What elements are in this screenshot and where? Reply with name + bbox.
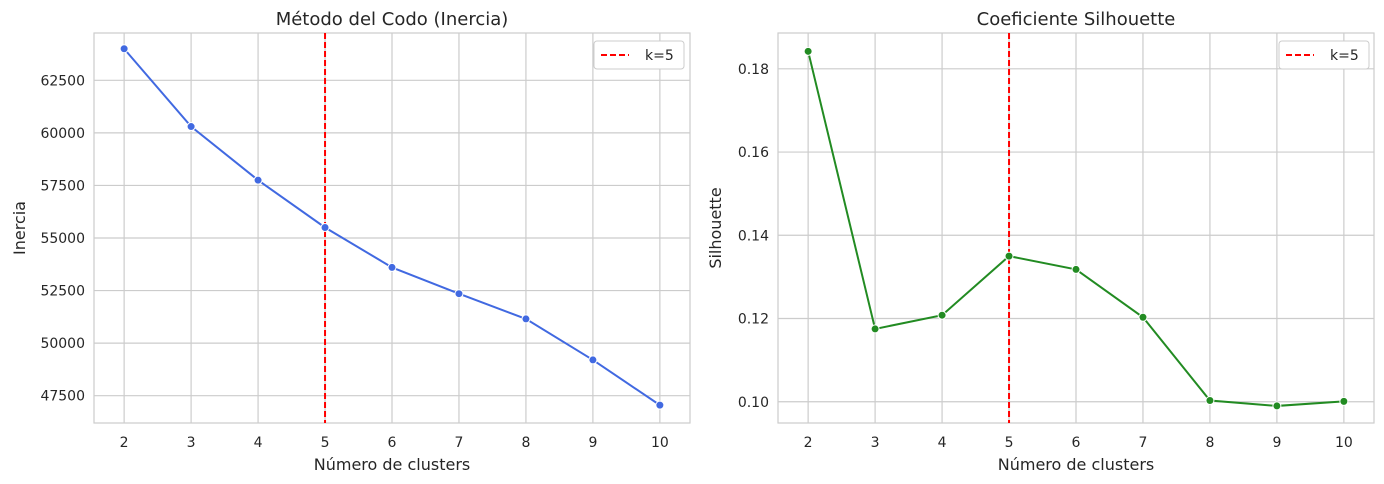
elbow-x-tick-label: 7 (455, 435, 464, 451)
legend-vline-label: k=5 (645, 48, 674, 64)
silhouette-data-point (870, 324, 880, 334)
elbow-y-tick-label: 57500 (40, 178, 85, 194)
elbow-data-point (588, 355, 598, 365)
silhouette-chart-ylabel: Silhouette (706, 187, 725, 268)
elbow-data-point (655, 400, 665, 410)
elbow-chart-ylabel: Inercia (10, 201, 29, 255)
silhouette-y-tick-label: 0.18 (738, 62, 769, 78)
elbow-x-tick-label: 4 (254, 435, 263, 451)
elbow-chart-legend: k=5 (593, 40, 685, 70)
silhouette-y-tick-label: 0.16 (738, 145, 769, 161)
elbow-x-tick-label: 2 (120, 435, 129, 451)
silhouette-data-point (1205, 396, 1215, 406)
silhouette-x-tick-label: 9 (1272, 435, 1281, 451)
elbow-x-tick-label: 6 (388, 435, 397, 451)
silhouette-x-tick-label: 6 (1072, 435, 1081, 451)
silhouette-x-tick-label: 5 (1005, 435, 1014, 451)
elbow-data-point (454, 289, 464, 299)
elbow-y-tick-label: 60000 (40, 126, 85, 142)
silhouette-data-point (1339, 396, 1349, 406)
silhouette-data-point (803, 46, 813, 56)
silhouette-y-tick-label: 0.14 (738, 228, 769, 244)
elbow-chart: Método del Codo (Inercia) Número de clus… (10, 9, 691, 474)
elbow-x-tick-label: 3 (187, 435, 196, 451)
elbow-y-tick-label: 62500 (40, 73, 85, 89)
silhouette-chart: Coeficiente Silhouette Número de cluster… (706, 9, 1375, 474)
elbow-x-tick-label: 10 (651, 435, 669, 451)
elbow-y-tick-label: 52500 (40, 284, 85, 300)
silhouette-chart-xlabel: Número de clusters (998, 455, 1154, 474)
silhouette-x-tick-label: 7 (1139, 435, 1148, 451)
elbow-data-point (186, 122, 196, 132)
elbow-x-tick-label: 5 (321, 435, 330, 451)
silhouette-x-tick-label: 8 (1205, 435, 1214, 451)
silhouette-data-point (1138, 312, 1148, 322)
legend-frame (593, 40, 685, 70)
elbow-x-tick-label: 8 (521, 435, 530, 451)
elbow-y-tick-label: 50000 (40, 336, 85, 352)
silhouette-chart-legend: k=5 (1278, 40, 1370, 70)
silhouette-y-tick-label: 0.12 (738, 312, 769, 328)
elbow-data-point (387, 262, 397, 272)
elbow-data-point (320, 222, 330, 232)
elbow-data-point (119, 44, 129, 54)
silhouette-x-tick-label: 2 (804, 435, 813, 451)
elbow-data-point (253, 175, 263, 185)
elbow-y-tick-label: 55000 (40, 231, 85, 247)
silhouette-data-point (937, 310, 947, 320)
silhouette-chart-title: Coeficiente Silhouette (977, 9, 1176, 30)
silhouette-x-tick-label: 10 (1335, 435, 1353, 451)
legend-frame (1278, 40, 1370, 70)
silhouette-x-tick-label: 3 (871, 435, 880, 451)
silhouette-y-tick-label: 0.10 (738, 395, 769, 411)
silhouette-data-point (1272, 401, 1282, 411)
elbow-chart-title: Método del Codo (Inercia) (276, 9, 509, 30)
elbow-x-tick-label: 9 (588, 435, 597, 451)
silhouette-data-point (1071, 264, 1081, 274)
elbow-data-point (521, 314, 531, 324)
elbow-chart-xlabel: Número de clusters (314, 455, 470, 474)
silhouette-x-tick-label: 4 (938, 435, 947, 451)
silhouette-data-point (1004, 251, 1014, 261)
legend-vline-label: k=5 (1330, 48, 1359, 64)
elbow-y-tick-label: 47500 (40, 389, 85, 405)
